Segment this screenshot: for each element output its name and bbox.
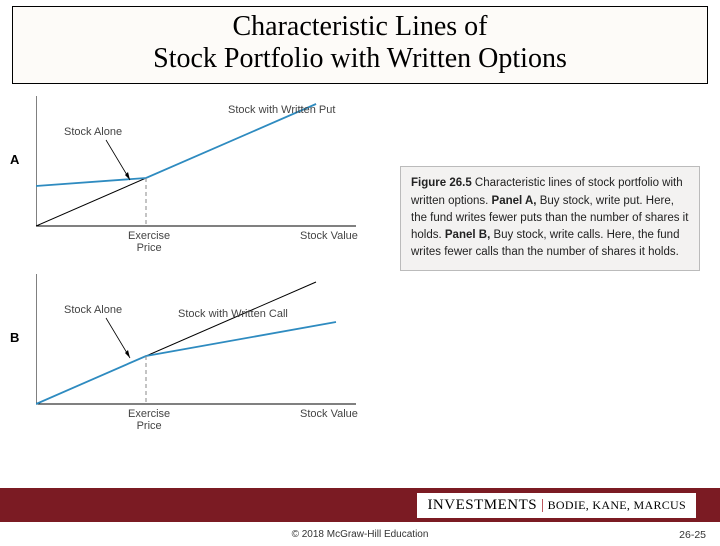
footer-bar: INVESTMENTS | BODIE, KANE, MARCUS [0, 488, 720, 522]
content-area: A Stock Alone Stock with Written Put Exe… [0, 88, 720, 446]
panel-a-letter: A [10, 152, 19, 167]
slide-title: Characteristic Lines ofStock Portfolio w… [21, 11, 699, 75]
panel-b-exercise-label: ExercisePrice [128, 408, 170, 432]
panel-b-stock-alone-label: Stock Alone [64, 304, 122, 316]
page-number: 26-25 [679, 529, 706, 541]
copyright-text: © 2018 McGraw-Hill Education [292, 529, 429, 540]
caption-fig-label: Figure 26.5 [411, 177, 472, 189]
footer-investments: INVESTMENTS [427, 497, 537, 513]
footer-text-box: INVESTMENTS | BODIE, KANE, MARCUS [417, 493, 696, 518]
chart-panel-a: A Stock Alone Stock with Written Put Exe… [10, 90, 390, 260]
figure-caption: Figure 26.5 Characteristic lines of stoc… [400, 166, 700, 270]
panel-b-written-call-line [36, 322, 336, 404]
panel-a-stock-alone-label: Stock Alone [64, 126, 122, 138]
chart-b-svg [36, 274, 376, 424]
chart-a-svg [36, 96, 376, 246]
charts-column: A Stock Alone Stock with Written Put Exe… [10, 90, 390, 446]
copyright-bar: © 2018 McGraw-Hill Education [0, 522, 720, 546]
figure-caption-box: Figure 26.5 Characteristic lines of stoc… [400, 166, 700, 446]
panel-b-written-call-label: Stock with Written Call [178, 308, 288, 320]
panel-b-xaxis-label: Stock Value [300, 408, 358, 420]
panel-a-written-put-label: Stock with Written Put [228, 104, 335, 116]
panel-a-xaxis-label: Stock Value [300, 230, 358, 242]
panel-b-letter: B [10, 330, 19, 345]
footer-authors: BODIE, KANE, MARCUS [548, 498, 686, 512]
slide-title-box: Characteristic Lines ofStock Portfolio w… [12, 6, 708, 84]
panel-a-exercise-label: ExercisePrice [128, 230, 170, 254]
caption-panel-b-label: Panel B, [445, 229, 490, 241]
caption-panel-a-label: Panel A, [492, 195, 537, 207]
footer-separator: | [537, 497, 548, 513]
chart-panel-b: B Stock Alone Stock with Written Call Ex… [10, 268, 390, 438]
panel-a-written-put-line [36, 104, 316, 186]
